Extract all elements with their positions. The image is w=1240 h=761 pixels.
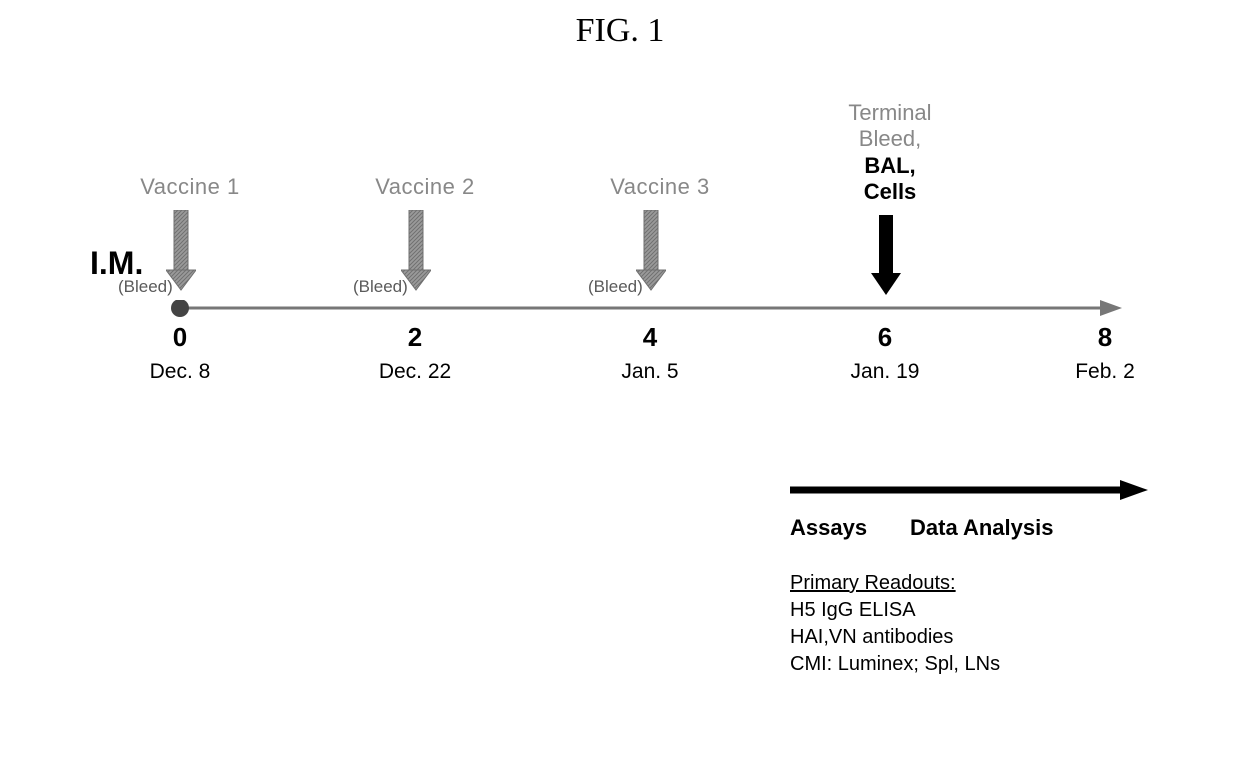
readouts-title: Primary Readouts:	[790, 570, 1000, 597]
event-label-vaccine-2: Vaccine 2	[365, 174, 485, 200]
bleed-label-2: (Bleed)	[588, 277, 643, 297]
tick-date-2: Jan. 5	[590, 360, 710, 384]
tick-date-3: Jan. 19	[825, 360, 945, 384]
event-label-terminal: Terminal Bleed, BAL, Cells	[810, 100, 970, 206]
terminal-line-3: BAL,	[810, 153, 970, 179]
figure-title: FIG. 1	[0, 12, 1240, 50]
arrow-vaccine-1	[166, 210, 196, 300]
primary-readouts-block: Primary Readouts: H5 IgG ELISA HAI,VN an…	[790, 570, 1000, 678]
tick-date-1: Dec. 22	[355, 360, 475, 384]
tick-num-1: 2	[395, 322, 435, 353]
readout-line-0: H5 IgG ELISA	[790, 597, 1000, 624]
assays-label-right: Data Analysis	[910, 515, 1053, 541]
readout-line-2: CMI: Luminex; Spl, LNs	[790, 651, 1000, 678]
tick-date-4: Feb. 2	[1045, 360, 1165, 384]
bleed-label-1: (Bleed)	[353, 277, 408, 297]
terminal-line-4: Cells	[810, 179, 970, 205]
tick-num-3: 6	[865, 322, 905, 353]
bleed-label-0: (Bleed)	[118, 277, 173, 297]
event-label-vaccine-3: Vaccine 3	[600, 174, 720, 200]
event-label-vaccine-1: Vaccine 1	[130, 174, 250, 200]
readout-line-1: HAI,VN antibodies	[790, 624, 1000, 651]
tick-num-0: 0	[160, 322, 200, 353]
terminal-line-2: Bleed,	[810, 126, 970, 152]
tick-date-0: Dec. 8	[120, 360, 240, 384]
tick-num-2: 4	[630, 322, 670, 353]
arrow-terminal	[871, 215, 901, 305]
arrow-vaccine-2	[401, 210, 431, 300]
assays-arrow	[790, 478, 1160, 508]
arrow-vaccine-3	[636, 210, 666, 300]
assays-label-left: Assays	[790, 515, 867, 541]
figure-page: FIG. 1 I.M. Vaccine 1 (Bleed) 0 Dec. 8 V…	[0, 0, 1240, 761]
terminal-line-1: Terminal	[810, 100, 970, 126]
tick-num-4: 8	[1085, 322, 1125, 353]
